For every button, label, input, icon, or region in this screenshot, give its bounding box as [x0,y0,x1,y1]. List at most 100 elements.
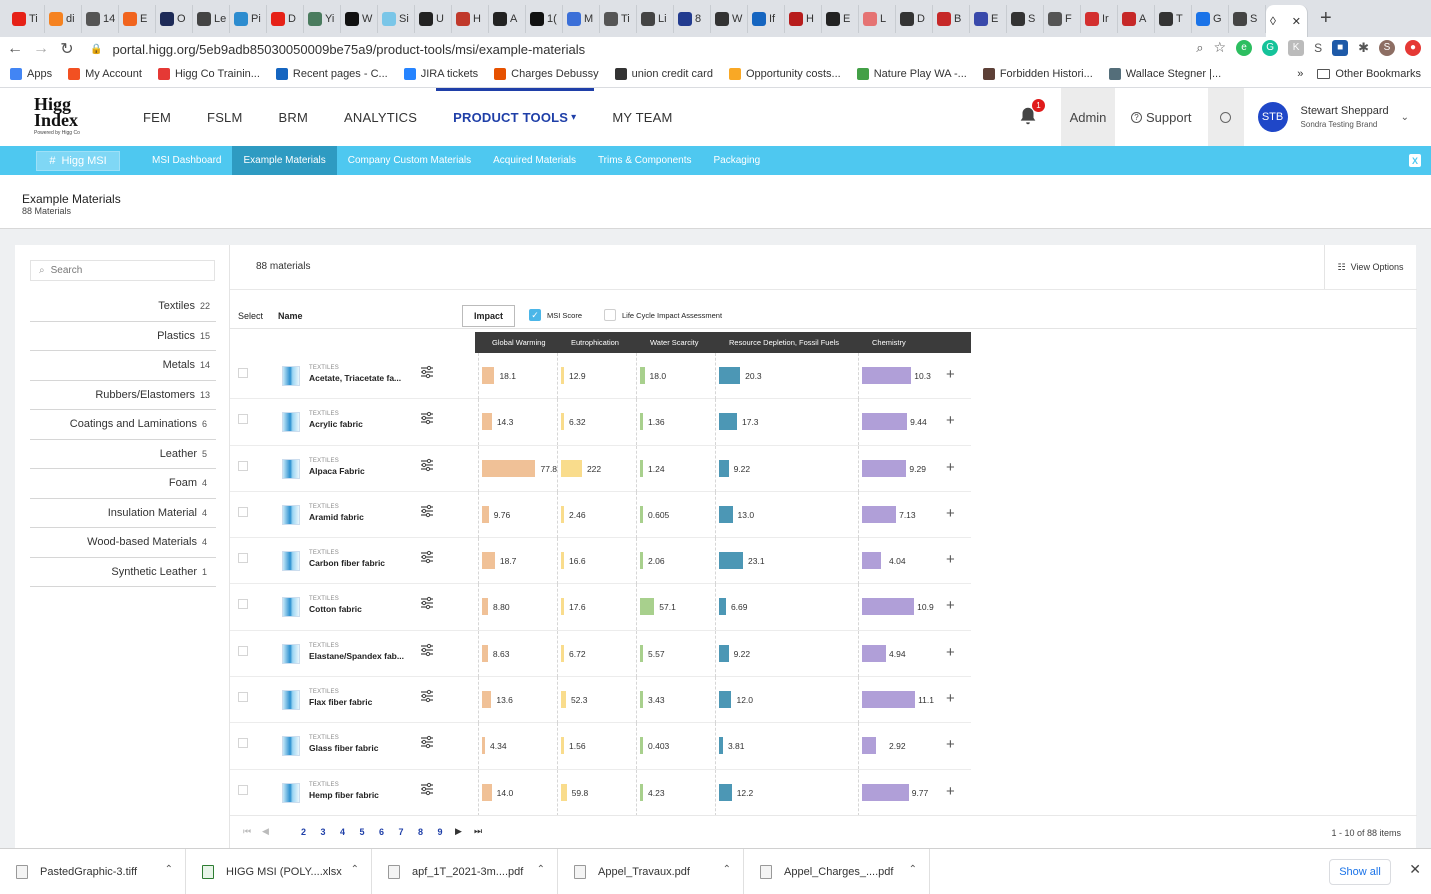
chevron-up-icon[interactable]: ⌃ [350,863,359,875]
adjust-settings-icon[interactable] [420,782,434,796]
download-item[interactable]: apf_1T_2021-3m....pdf ⌃ [372,848,558,894]
higg-index-logo[interactable]: Higg Index Powered by Higg Co [34,95,98,140]
bookmark-item[interactable]: union credit card [614,68,713,80]
browser-tab[interactable]: di [45,4,82,33]
admin-button[interactable]: Admin [1061,88,1115,146]
add-to-compare-button[interactable]: + [946,504,955,522]
adjust-settings-icon[interactable] [420,504,434,518]
adjust-settings-icon[interactable] [420,643,434,657]
show-all-button[interactable]: Show all [1329,859,1391,885]
category-item[interactable]: Insulation Material 4 [30,499,216,528]
browser-tab[interactable]: Ir [1081,4,1118,33]
browser-tab[interactable]: D [267,4,304,33]
msi-score-checkbox[interactable]: ✓ [529,309,541,321]
browser-tab[interactable]: Le [193,4,230,33]
browser-tab[interactable]: 14 [82,4,119,33]
nav-brm[interactable]: BRM [279,88,309,146]
add-to-compare-button[interactable]: + [946,412,955,430]
add-to-compare-button[interactable]: + [946,458,955,476]
new-tab-button[interactable]: + [1320,7,1332,29]
view-options-button[interactable]: ☷ View Options [1324,245,1416,289]
bookmark-item[interactable]: Forbidden Histori... [982,68,1093,80]
adjust-settings-icon[interactable] [420,550,434,564]
chevron-up-icon[interactable]: ⌃ [536,863,545,875]
other-bookmarks[interactable]: Other Bookmarks [1317,68,1421,80]
browser-tab[interactable]: T [1155,4,1192,33]
browser-tab[interactable]: S [1007,4,1044,33]
browser-tab[interactable]: S [1229,4,1266,33]
page-link[interactable]: 6 [379,827,385,837]
adjust-settings-icon[interactable] [420,596,434,610]
higg-msi-pill[interactable]: # Higg MSI [36,150,120,171]
download-item[interactable]: HIGG MSI (POLY....xlsx ⌃ [186,848,372,894]
category-item[interactable]: Plastics 15 [30,322,216,351]
browser-tab-active[interactable]: ◊ ✕ [1266,5,1308,37]
extension-blue-icon[interactable]: ■ [1332,39,1349,56]
add-to-compare-button[interactable]: + [946,643,955,661]
browser-tab[interactable]: If [748,4,785,33]
category-item[interactable]: Coatings and Laminations 6 [30,410,216,440]
reload-icon[interactable]: ↻ [60,41,74,58]
browser-tab[interactable]: Si [378,4,415,33]
adjust-settings-icon[interactable] [420,689,434,703]
row-select-checkbox[interactable] [238,506,248,517]
browser-tab[interactable]: 1( [526,4,563,33]
browser-tab[interactable]: F [1044,4,1081,33]
category-item[interactable]: Leather 5 [30,440,216,469]
adjust-settings-icon[interactable] [420,411,434,425]
search-input[interactable]: ⌕ Search [30,260,215,281]
prev-page-icon[interactable]: ◀ [262,826,269,836]
page-link[interactable]: 9 [437,827,443,837]
support-link[interactable]: ? Support [1115,110,1208,125]
nav-analytics[interactable]: ANALYTICS [344,88,417,146]
metric-header[interactable]: Resource Depletion, Fossil Fuels [729,338,840,347]
extension-s-icon[interactable]: S [1314,40,1323,55]
row-select-checkbox[interactable] [238,784,248,795]
last-page-icon[interactable]: ⏭ [474,826,483,836]
evernote-icon[interactable]: e [1236,39,1253,56]
browser-tab[interactable]: M [563,4,600,33]
bookmark-item[interactable]: Charges Debussy [494,68,599,80]
browser-tab[interactable]: A [1118,4,1155,33]
puzzle-icon[interactable]: ✱ [1358,39,1369,55]
browser-tab[interactable]: B [933,4,970,33]
page-link[interactable]: 8 [418,827,424,837]
subnav-trims-components[interactable]: Trims & Components [597,155,692,166]
adjust-settings-icon[interactable] [420,735,434,749]
material-name[interactable]: Carbon fiber fabric [309,558,386,569]
page-link[interactable]: 2 [301,827,307,837]
add-to-compare-button[interactable]: + [946,366,955,383]
bookmark-item[interactable]: Apps [10,68,52,80]
download-item[interactable]: PastedGraphic-3.tiff ⌃ [0,848,186,894]
add-to-compare-button[interactable]: + [946,782,955,800]
back-icon[interactable]: ← [7,40,23,57]
nav-fslm[interactable]: FSLM [207,88,242,146]
row-select-checkbox[interactable] [238,460,248,471]
row-select-checkbox[interactable] [238,553,248,564]
nav-my-team[interactable]: MY TEAM [612,88,672,146]
row-select-checkbox[interactable] [238,645,248,656]
profile-icon[interactable]: S [1379,39,1395,56]
language-button[interactable] [1207,88,1244,146]
browser-tab[interactable]: Ti [600,4,637,33]
browser-tab[interactable]: H [452,4,489,33]
url-text[interactable]: portal.higg.org/5eb9adb85030050009be75a9… [112,41,586,57]
subnav-example-materials[interactable]: Example Materials [232,146,337,175]
add-to-compare-button[interactable]: + [946,690,955,708]
bookmark-item[interactable]: Nature Play WA -... [856,68,967,80]
category-item[interactable]: Metals 14 [30,351,216,381]
chevron-up-icon[interactable]: ⌃ [722,863,731,875]
lca-toggle[interactable]: Life Cycle Impact Assessment [604,309,722,321]
browser-tab[interactable]: Li [637,4,674,33]
browser-tab[interactable]: U [415,4,452,33]
url-field[interactable]: 🔒 portal.higg.org/5eb9adb85030050009be75… [90,37,585,61]
star-icon[interactable]: ☆ [1213,39,1227,55]
category-item[interactable]: Textiles 22 [30,292,216,322]
row-select-checkbox[interactable] [238,368,248,378]
name-column-header[interactable]: Name [278,311,303,321]
close-tab-icon[interactable]: ✕ [1291,15,1301,28]
browser-tab[interactable]: Yi [304,4,341,33]
metric-header[interactable]: Global Warming [492,338,546,347]
bookmarks-overflow-button[interactable]: » [1297,68,1304,80]
grammarly-icon[interactable]: G [1262,39,1279,56]
